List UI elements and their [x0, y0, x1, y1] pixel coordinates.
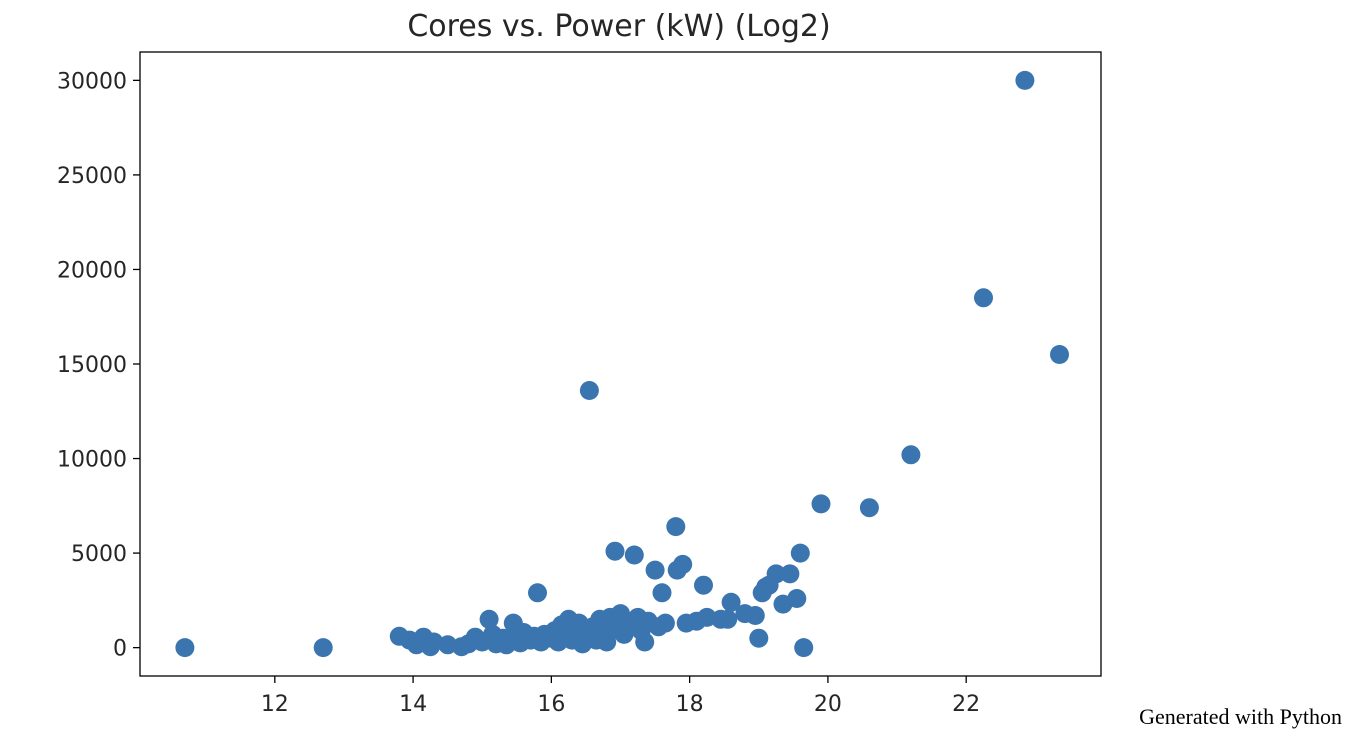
data-point: [1050, 345, 1069, 364]
data-point: [313, 638, 333, 658]
data-point: [859, 498, 879, 518]
data-point: [901, 445, 921, 465]
data-point: [794, 638, 814, 658]
data-point: [635, 632, 655, 652]
y-tick-label: 15000: [57, 353, 127, 378]
data-point: [721, 592, 741, 612]
data-point: [175, 638, 195, 658]
data-point: [811, 494, 831, 514]
data-point: [479, 609, 499, 629]
chart-title: Cores vs. Power (kW) (Log2): [407, 9, 830, 44]
data-point: [749, 628, 769, 648]
x-tick-label: 22: [952, 692, 980, 717]
y-tick-label: 5000: [71, 542, 127, 567]
data-point: [694, 575, 713, 595]
plot-frame: [139, 51, 1102, 677]
data-point: [624, 545, 644, 565]
data-point: [745, 606, 765, 625]
data-point: [766, 564, 786, 584]
y-tick-label: 25000: [57, 164, 127, 189]
y-axis: 0 5000 10000 15000 20000 25000 30000: [57, 69, 140, 662]
data-point: [645, 560, 665, 580]
x-tick-label: 16: [537, 692, 565, 717]
x-tick-label: 14: [399, 692, 427, 717]
data-point: [673, 554, 693, 574]
y-tick-label: 20000: [57, 258, 127, 283]
y-tick-label: 0: [113, 637, 127, 662]
data-point: [787, 589, 807, 608]
y-tick-label: 30000: [57, 69, 127, 94]
data-point: [528, 583, 547, 603]
data-point: [579, 381, 599, 400]
points-layer: [175, 70, 1069, 658]
data-point: [974, 288, 993, 308]
x-tick-label: 18: [676, 692, 704, 717]
data-point: [652, 583, 672, 603]
data-point: [780, 564, 800, 584]
x-tick-label: 20: [814, 692, 842, 717]
data-point: [718, 609, 738, 629]
y-tick-label: 10000: [57, 448, 127, 473]
data-point: [790, 543, 810, 563]
x-tick-label: 12: [261, 692, 289, 717]
x-axis: 12 14 16 18 20 22: [261, 676, 980, 717]
data-point: [1015, 70, 1035, 90]
footer-caption: Generated with Python: [1139, 704, 1342, 729]
data-point: [655, 613, 675, 633]
data-point: [605, 541, 625, 561]
data-point: [666, 517, 686, 537]
